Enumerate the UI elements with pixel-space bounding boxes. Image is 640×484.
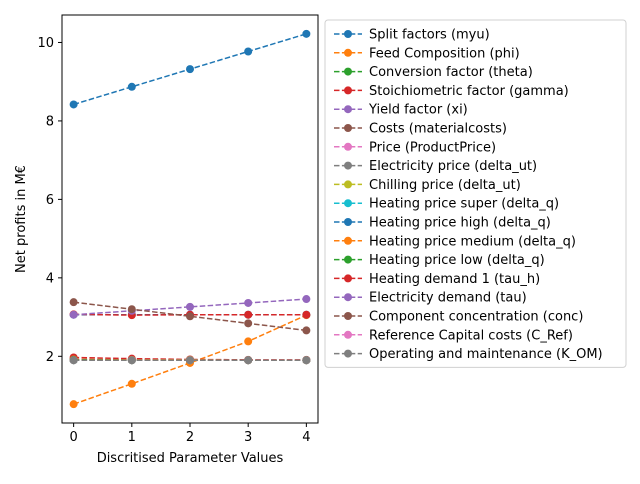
legend-label: Stoichiometric factor (gamma) [369,84,569,99]
legend-label: Electricity price (delta_ut) [369,159,537,174]
legend-marker [344,256,352,264]
legend-marker [344,49,352,57]
x-tick-label: 2 [186,430,194,445]
legend-marker [344,199,352,207]
x-axis-ticks: 0 1 2 3 4 [69,423,310,445]
y-tick-label: 4 [46,271,54,286]
data-point [186,303,194,311]
data-point [302,311,310,319]
x-tick-label: 0 [69,430,77,445]
legend-label: Split factors (myu) [369,28,490,43]
legend-marker [344,350,352,358]
y-tick-label: 2 [46,350,54,365]
data-point [128,83,136,91]
x-tick-label: 4 [302,430,310,445]
legend-marker [344,124,352,132]
data-point [244,311,252,319]
legend-label: Component concentration (conc) [369,310,583,325]
data-point [70,100,78,108]
x-tick-label: 3 [244,430,252,445]
legend-marker [344,143,352,151]
legend-marker [344,180,352,188]
legend-marker [344,331,352,339]
x-axis-label: Discritised Parameter Values [97,451,284,466]
legend-label: Reference Capital costs (C_Ref) [369,328,573,343]
y-axis-ticks: 2 4 6 8 10 [37,36,62,365]
data-point [128,380,136,388]
legend-item: Component concentration (conc) [334,310,583,325]
data-point [70,400,78,408]
data-point [302,326,310,334]
legend-label: Heating price medium (delta_q) [369,234,576,249]
legend-marker [344,312,352,320]
data-point [302,295,310,303]
legend-label: Heating price super (delta_q) [369,197,559,212]
y-tick-label: 8 [46,114,54,129]
legend-label: Costs (materialcosts) [369,122,507,137]
legend-item: Reference Capital costs (C_Ref) [334,328,573,343]
data-point [244,356,252,364]
legend-item: Stoichiometric factor (gamma) [334,84,569,99]
legend-label: Heating price high (delta_q) [369,216,551,231]
data-point [244,47,252,55]
data-point [70,311,78,319]
legend-marker [344,68,352,76]
legend-marker [344,162,352,170]
legend-marker [344,218,352,226]
legend-item: Operating and maintenance (K_OM) [334,347,603,362]
series-lines [74,34,307,404]
data-point [128,356,136,364]
y-tick-label: 10 [37,36,54,51]
legend-marker [344,86,352,94]
data-point [302,356,310,364]
data-point [244,337,252,345]
data-point [302,30,310,38]
legend-label: Price (ProductPrice) [369,140,496,155]
legend-label: Heating price low (delta_q) [369,253,545,268]
series-points [70,30,311,408]
data-point [70,356,78,364]
legend: Split factors (myu) Feed Composition (phi… [325,20,626,367]
legend-label: Feed Composition (phi) [369,46,520,61]
legend-marker [344,293,352,301]
data-point [186,312,194,320]
data-point [186,356,194,364]
data-point [70,298,78,306]
legend-marker [344,105,352,113]
y-axis-label: Net profits in M€ [14,165,29,273]
legend-label: Chilling price (delta_ut) [369,178,521,193]
data-point [244,299,252,307]
data-point [128,305,136,313]
legend-label: Heating demand 1 (tau_h) [369,272,540,287]
data-point [244,319,252,327]
legend-item: Heating price medium (delta_q) [334,234,576,249]
legend-label: Electricity demand (tau) [369,291,527,306]
legend-marker [344,237,352,245]
data-point [186,65,194,73]
legend-marker [344,30,352,38]
legend-label: Operating and maintenance (K_OM) [369,347,603,362]
legend-label: Yield factor (xi) [368,103,468,118]
y-tick-label: 6 [46,193,54,208]
x-tick-label: 1 [128,430,136,445]
legend-label: Conversion factor (theta) [369,65,533,80]
legend-marker [344,274,352,282]
